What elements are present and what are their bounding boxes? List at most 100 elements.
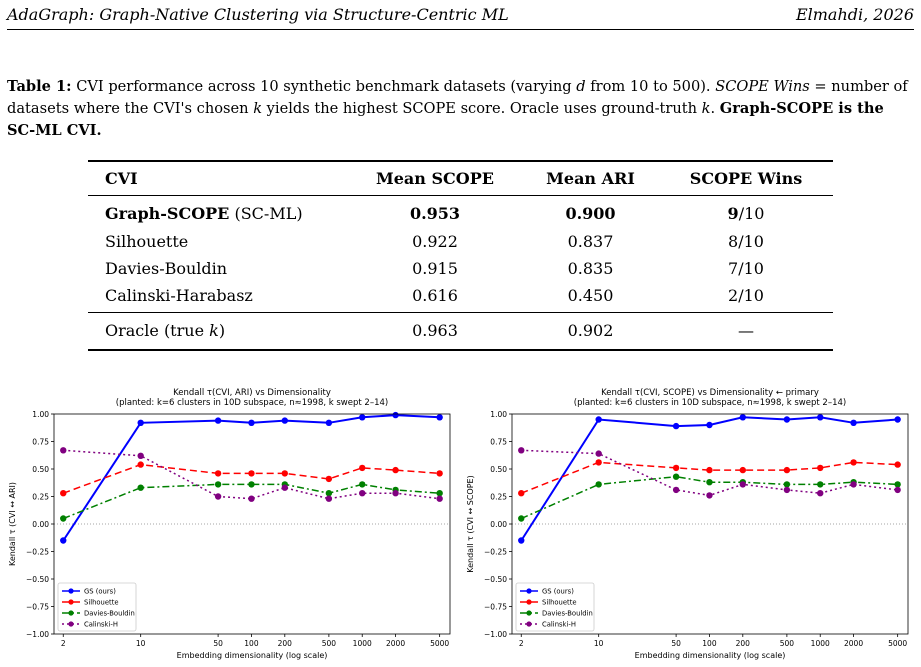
data-point <box>281 470 288 477</box>
row-name: Graph-SCOPE (SC-ML) <box>105 204 303 223</box>
series-line <box>63 463 440 494</box>
table-row-oracle: Oracle (true k) 0.963 0.902 — <box>88 313 833 349</box>
legend-label: GS (ours) <box>542 588 574 596</box>
header-rule <box>7 29 914 30</box>
data-point <box>706 466 713 474</box>
data-point <box>595 450 602 457</box>
row-name: Silhouette <box>105 232 189 251</box>
data-point <box>739 414 746 421</box>
oracle-var-k: k <box>209 321 219 340</box>
chart-scope-svg: Kendall τ(CVI, SCOPE) vs Dimensionality … <box>466 388 909 660</box>
data-point <box>248 419 255 426</box>
row-scope-wins: 2/10 <box>728 286 764 305</box>
paper-title: AdaGraph: Graph-Native Clustering via St… <box>7 5 509 24</box>
x-tick-label: 5000 <box>888 639 907 648</box>
chart-subtitle: (planted: k=6 clusters in 10D subspace, … <box>574 398 846 408</box>
y-tick-label: 0.75 <box>490 438 507 447</box>
data-point <box>436 470 443 477</box>
data-point <box>281 417 288 424</box>
data-point <box>672 422 680 430</box>
data-point <box>672 473 680 480</box>
oracle-close: ) <box>218 321 226 340</box>
table-oracle-rule <box>88 312 833 313</box>
data-point <box>359 490 366 497</box>
legend-label: Calinski-H <box>542 621 576 629</box>
data-point <box>392 466 399 474</box>
data-point <box>706 479 713 486</box>
chart-title: Kendall τ(CVI, ARI) vs Dimensionality <box>173 388 331 398</box>
y-tick-label: −1.00 <box>484 630 507 639</box>
x-tick-label: 200 <box>736 639 751 648</box>
data-point <box>518 537 525 544</box>
y-tick-label: −0.25 <box>26 548 49 557</box>
data-point <box>359 414 366 421</box>
cvi-table: CVI Mean SCOPE Mean ARI SCOPE Wins Graph… <box>88 160 833 351</box>
data-point <box>894 486 901 494</box>
caption-bold-note: Graph-SCOPE is the SC-ML CVI. <box>7 100 884 139</box>
row-mean-ari: 0.902 <box>567 321 614 340</box>
row-mean-ari: 0.837 <box>567 232 614 251</box>
legend-label: GS (ours) <box>84 588 116 596</box>
series-line <box>62 414 440 542</box>
data-point <box>706 421 713 429</box>
row-name: Calinski-Harabasz <box>105 286 253 305</box>
table-mid-rule <box>88 195 833 196</box>
col-header-mean-ari: Mean ARI <box>546 169 635 188</box>
caption-label: Table 1: <box>7 78 72 95</box>
y-tick-label: 1.00 <box>490 410 507 419</box>
legend-swatch-marker <box>526 621 532 627</box>
data-point <box>783 416 791 423</box>
legend-label: Silhouette <box>84 599 119 607</box>
data-point <box>595 416 602 423</box>
data-point <box>817 481 824 488</box>
x-axis-label: Embedding dimensionality (log scale) <box>177 651 328 660</box>
legend-label: Davies-Bouldin <box>84 610 135 618</box>
table-caption: Table 1: CVI performance across 10 synth… <box>7 76 914 142</box>
table-row: Silhouette 0.922 0.837 8/10 <box>88 228 833 255</box>
y-tick-label: 0.50 <box>490 465 507 474</box>
data-point <box>595 459 602 466</box>
data-point <box>850 419 857 426</box>
caption-text: CVI performance across 10 synthetic benc… <box>71 78 577 95</box>
y-tick-label: 0.25 <box>490 493 507 502</box>
caption-scope-wins: SCOPE Wins <box>715 78 810 95</box>
row-name: Oracle (true k) <box>105 321 225 340</box>
y-tick-label: −1.00 <box>26 630 49 639</box>
row-scope-wins: 7/10 <box>728 259 764 278</box>
legend-label: Silhouette <box>542 599 577 607</box>
row-wins-bold: 9 <box>727 204 739 223</box>
data-point <box>817 464 824 472</box>
legend-swatch-marker <box>526 610 532 616</box>
x-axis-label: Embedding dimensionality (log scale) <box>635 651 786 660</box>
data-point <box>137 452 144 459</box>
caption-text: . <box>710 100 720 117</box>
data-point <box>248 481 255 488</box>
data-point <box>783 481 791 488</box>
x-tick-label: 2000 <box>844 639 863 648</box>
y-tick-label: 1.00 <box>32 410 49 419</box>
data-point <box>214 481 222 488</box>
data-point <box>518 447 525 454</box>
x-tick-label: 2 <box>519 639 524 648</box>
y-tick-label: −0.50 <box>484 575 507 584</box>
col-header-scope-wins: SCOPE Wins <box>689 169 803 188</box>
plot-frame <box>511 413 909 635</box>
data-point <box>783 466 791 474</box>
legend-box <box>57 582 137 632</box>
y-tick-label: −0.75 <box>26 603 49 612</box>
data-point <box>595 481 602 488</box>
row-name-suffix: (SC-ML) <box>229 204 303 223</box>
x-tick-label: 500 <box>322 639 337 648</box>
legend-swatch-marker <box>68 588 74 594</box>
table-bottom-rule <box>88 349 833 351</box>
x-tick-label: 10 <box>594 639 604 648</box>
data-point <box>325 495 333 502</box>
data-point <box>214 493 222 500</box>
data-point <box>60 515 67 522</box>
chart-subtitle: (planted: k=6 clusters in 10D subspace, … <box>116 398 388 408</box>
table-row: Calinski-Harabasz 0.616 0.450 2/10 <box>88 282 833 312</box>
oracle-label: Oracle (true <box>105 321 210 340</box>
legend-swatch-marker <box>526 599 532 605</box>
data-point <box>436 490 443 497</box>
x-tick-label: 1000 <box>353 639 372 648</box>
